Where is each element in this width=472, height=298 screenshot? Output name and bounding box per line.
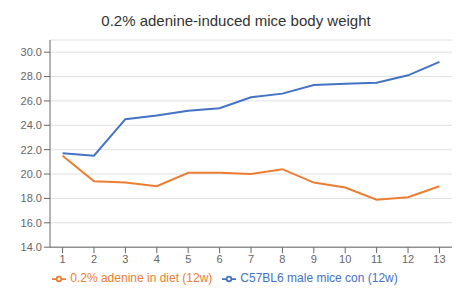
svg-text:20.0: 20.0 (21, 168, 42, 180)
html-text:0.2% adenine-induced mice body: 0.2% adenine-induced mice body weight (101, 12, 371, 29)
svg-text:13: 13 (433, 253, 445, 265)
svg-text:1: 1 (60, 253, 66, 265)
svg-text:11: 11 (371, 253, 382, 265)
html-text:C57BL6 male mice con (12w): C57BL6 male mice con (12w) (240, 271, 398, 286)
svg-text:24.0: 24.0 (21, 119, 42, 131)
svg-text:9: 9 (311, 253, 317, 265)
svg-text:28.0: 28.0 (21, 70, 42, 82)
svg-text:12: 12 (402, 253, 414, 265)
svg-text:14.0: 14.0 (21, 241, 42, 253)
svg-text:5: 5 (185, 253, 191, 265)
svg-text:30.0: 30.0 (21, 46, 42, 58)
svg-text:26.0: 26.0 (21, 95, 42, 107)
svg-text:7: 7 (248, 253, 254, 265)
svg-text:4: 4 (154, 253, 160, 265)
svg-text:3: 3 (122, 253, 128, 265)
svg-text:6: 6 (217, 253, 223, 265)
svg-text:18.0: 18.0 (21, 192, 42, 204)
svg-text:2: 2 (91, 253, 97, 265)
svg-text:8: 8 (279, 253, 285, 265)
svg-text:22.0: 22.0 (21, 144, 42, 156)
svg-text:16.0: 16.0 (21, 217, 42, 229)
svg-text:10: 10 (339, 253, 351, 265)
html-text:0.2% adenine in diet (12w): 0.2% adenine in diet (12w) (70, 271, 213, 286)
